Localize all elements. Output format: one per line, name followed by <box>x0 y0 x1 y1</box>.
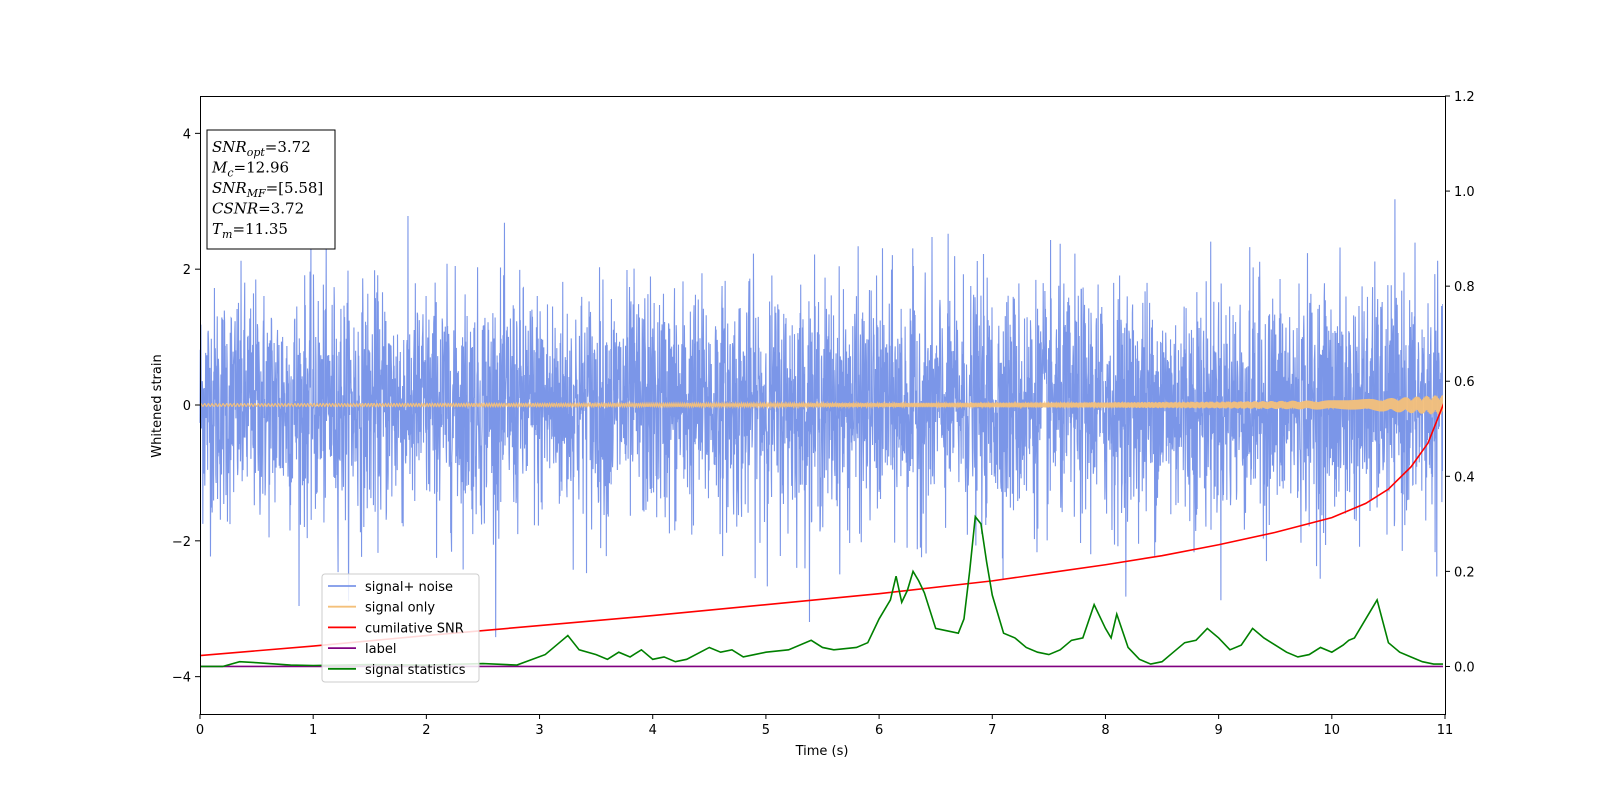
x-tick-label: 0 <box>196 723 204 738</box>
legend-entry-label: cumilative SNR <box>365 621 464 636</box>
annotation-symbol: T <box>212 220 223 238</box>
x-tick-label: 6 <box>875 723 883 738</box>
y2-tick-label: 1.2 <box>1454 90 1475 105</box>
legend-frame <box>321 573 480 683</box>
y2-tick-label: 0.4 <box>1454 470 1475 485</box>
series-signal-statistics-line <box>200 514 1443 668</box>
annotation-box-frame <box>206 129 336 250</box>
legend: signal+ noise signal only cumilative SNR la… <box>321 573 480 683</box>
x-tick-label: 8 <box>1101 723 1109 738</box>
annotation-subscript: c <box>227 167 233 180</box>
legend-entry-label: signal statistics <box>365 663 466 678</box>
axes: 0 1 2 3 4 5 6 7 8 9 10 11 −4 −2 0 2 4 0.0 0.2 0.4 0.6 0.8 1.0 1… <box>172 90 1475 738</box>
y-tick-label: 0 <box>183 399 191 414</box>
annotation-subscript: opt <box>247 146 266 159</box>
y2-tick-label: 0.8 <box>1454 280 1475 295</box>
y2-tick-label: 1.0 <box>1454 185 1475 200</box>
x-tick-label: 10 <box>1324 723 1341 738</box>
x-tick-label: 7 <box>988 723 996 738</box>
annotation-symbol: M <box>211 159 228 177</box>
x-tick-label: 3 <box>535 723 543 738</box>
y2-tick-label: 0.2 <box>1454 565 1475 580</box>
y-tick-label: −4 <box>172 671 191 686</box>
stats-annotation-box: SNRopt=3.72Mc=12.96SNRMF=[5.58]CSNR=3.72… <box>206 129 336 250</box>
annotation-symbol: SNR <box>212 138 247 156</box>
x-tick-label: 9 <box>1214 723 1222 738</box>
y-tick-label: 2 <box>183 263 191 278</box>
y-tick-label: 4 <box>183 127 191 142</box>
x-tick-label: 2 <box>422 723 430 738</box>
annotation-subscript: m <box>222 228 232 241</box>
annotation-subscript: MF <box>246 187 266 200</box>
annotation-value: =11.35 <box>232 220 288 238</box>
x-tick-label: 1 <box>309 723 317 738</box>
annotation-line-3: SNRMF=[5.58] <box>212 179 323 200</box>
annotation-line-4: CSNR=3.72 <box>212 200 304 218</box>
x-tick-label: 11 <box>1437 723 1454 738</box>
legend-entry-label: signal only <box>365 601 435 616</box>
y2-tick-label: 0.6 <box>1454 375 1475 390</box>
legend-entry-label: label <box>365 642 396 657</box>
annotation-value: =3.72 <box>265 138 311 156</box>
annotation-value: =[5.58] <box>266 179 324 197</box>
annotation-line-2: Mc=12.96 <box>211 159 289 180</box>
x-tick-label: 5 <box>762 723 770 738</box>
annotation-symbol: CSNR <box>212 200 258 218</box>
y-axis-label: Whitened strain <box>150 354 165 457</box>
x-axis-label: Time (s) <box>795 744 849 759</box>
annotation-line-5: Tm=11.35 <box>212 220 288 241</box>
plot-frame <box>200 96 1446 715</box>
y2-tick-label: 0.0 <box>1454 660 1475 675</box>
annotation-value: =12.96 <box>234 159 290 177</box>
series-cumulative-snr-line <box>199 403 1443 657</box>
annotation-line-1: SNRopt=3.72 <box>212 138 311 159</box>
x-tick-label: 4 <box>649 723 657 738</box>
annotation-value: =3.72 <box>258 200 304 218</box>
series-signal-only-line <box>199 394 1443 415</box>
y-tick-label: −2 <box>172 535 191 550</box>
legend-entry-label: signal+ noise <box>365 580 453 595</box>
annotation-symbol: SNR <box>212 179 247 197</box>
